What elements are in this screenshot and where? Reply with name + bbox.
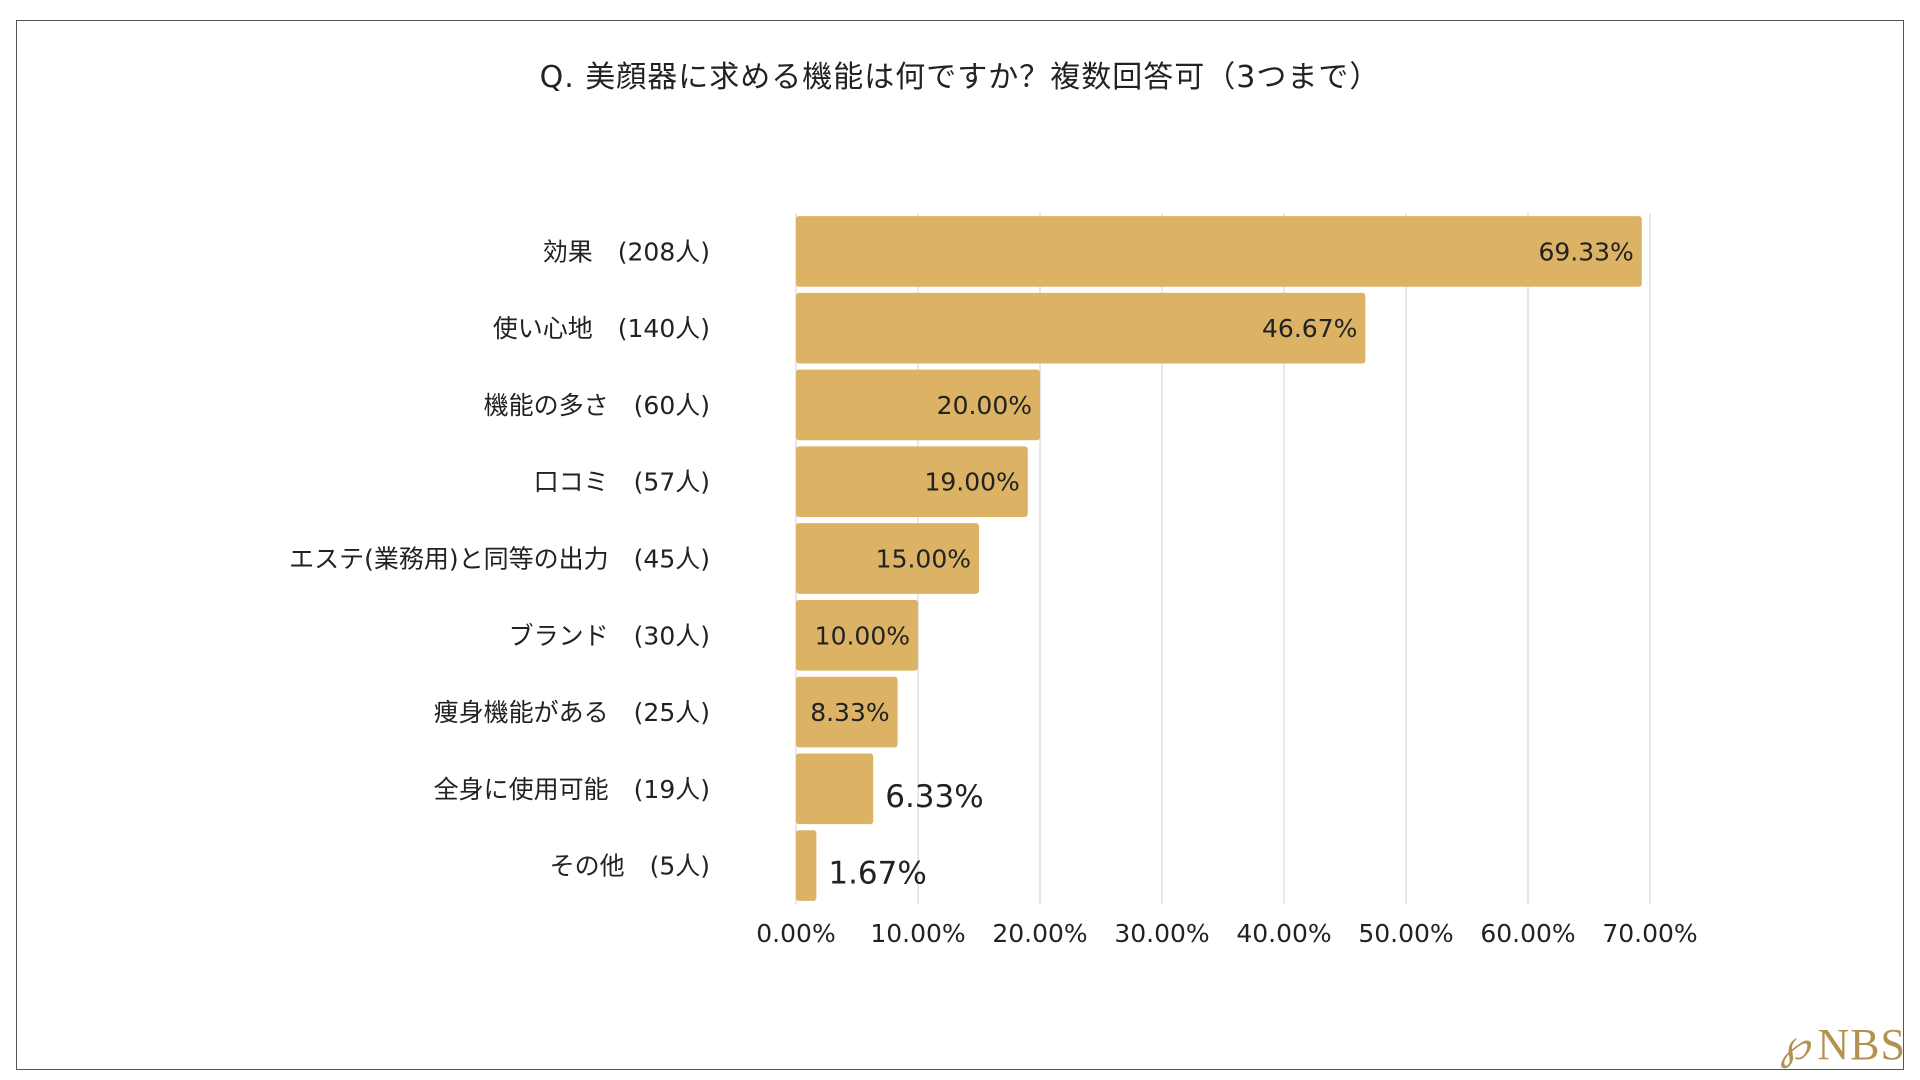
data-label: 1.67% bbox=[828, 856, 926, 892]
category-label: その他 (5人) bbox=[550, 852, 710, 881]
data-label: 6.33% bbox=[885, 779, 983, 815]
category-label: 機能の多さ (60人) bbox=[484, 391, 710, 420]
bar bbox=[796, 830, 817, 901]
bar bbox=[796, 292, 1366, 364]
bar bbox=[796, 369, 1040, 441]
x-tick-label: 20.00% bbox=[992, 919, 1087, 948]
category-label: 痩身機能がある (25人) bbox=[434, 698, 710, 727]
x-tick-label: 70.00% bbox=[1602, 919, 1697, 948]
logo-brand: NBS bbox=[1817, 1020, 1906, 1069]
x-tick-label: 50.00% bbox=[1358, 919, 1453, 948]
bar bbox=[796, 216, 1642, 287]
category-label: 全身に使用可能 (19人) bbox=[434, 775, 710, 804]
data-label: 20.00% bbox=[937, 391, 1032, 420]
data-label: 46.67% bbox=[1262, 314, 1357, 343]
x-tick-label: 30.00% bbox=[1114, 919, 1209, 948]
data-label: 69.33% bbox=[1538, 237, 1633, 266]
x-tick-label: 60.00% bbox=[1480, 919, 1575, 948]
data-label: 15.00% bbox=[876, 545, 971, 574]
category-label: 効果 (208人) bbox=[543, 237, 710, 266]
x-tick-label: 10.00% bbox=[870, 919, 965, 948]
data-label: 19.00% bbox=[924, 468, 1019, 497]
logo-monogram: ℘ bbox=[1780, 1020, 1810, 1069]
chart-title: Q. 美顔器に求める機能は何ですか？複数回答可（3つまで） bbox=[539, 60, 1381, 95]
bar bbox=[796, 446, 1028, 518]
x-tick-label: 40.00% bbox=[1236, 919, 1331, 948]
bar bbox=[796, 599, 918, 671]
x-tick-label: 0.00% bbox=[756, 919, 835, 948]
category-label: エステ(業務用)と同等の出力 (45人) bbox=[289, 545, 710, 574]
bar bbox=[796, 523, 979, 594]
data-label: 8.33% bbox=[810, 698, 889, 727]
category-label: 使い心地 (140人) bbox=[493, 314, 710, 343]
data-label: 10.00% bbox=[815, 621, 910, 650]
bar bbox=[796, 753, 874, 825]
category-label: ブランド (30人) bbox=[509, 621, 710, 650]
category-label: 口コミ (57人) bbox=[534, 468, 710, 497]
nbs-logo: ℘ NBS bbox=[1780, 1019, 1906, 1070]
bar bbox=[796, 676, 898, 748]
